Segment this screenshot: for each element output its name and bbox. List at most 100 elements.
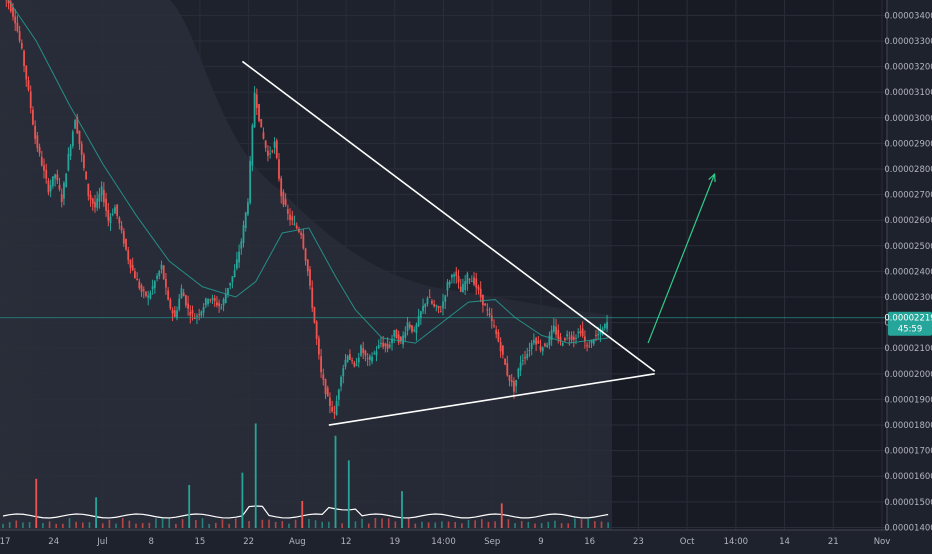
- price-tick-label: 0.00003200: [884, 63, 932, 73]
- candle-body: [382, 342, 385, 347]
- candle-body: [184, 295, 187, 306]
- time-tick-label: 8: [148, 537, 153, 547]
- candle-body: [313, 307, 316, 323]
- candle-body: [102, 189, 105, 203]
- candle-body: [278, 159, 280, 179]
- candle-body: [537, 340, 540, 344]
- candle-body: [530, 342, 533, 349]
- volume-bar: [274, 521, 277, 528]
- drawings-layer[interactable]: [241, 60, 716, 426]
- candle-body: [193, 317, 196, 319]
- candle-body: [89, 194, 92, 200]
- candle-body: [579, 330, 582, 334]
- volume-bar: [367, 523, 370, 528]
- candlesticks: [5, 0, 608, 419]
- volume-spike: [254, 423, 257, 528]
- candle-body: [247, 202, 249, 215]
- time-tick-label: Aug: [289, 537, 306, 547]
- volume-bar: [607, 522, 609, 528]
- candle-body: [196, 315, 198, 317]
- candle-body: [187, 303, 189, 309]
- volume-bar: [28, 522, 31, 528]
- candle-body: [87, 183, 90, 196]
- volume-bar: [527, 521, 530, 528]
- volume-bar: [281, 521, 284, 528]
- candle-body: [317, 338, 320, 355]
- candle-body: [142, 289, 145, 291]
- candle-body: [273, 141, 276, 148]
- volume-bar: [121, 518, 124, 528]
- time-axis-ticks: 17 24 Jul 8 15 22 Aug 12 19 14:00 Sep 9 16 23 Oct 14:00…: [0, 537, 890, 547]
- candle-body: [16, 22, 19, 32]
- volume-bar: [115, 523, 117, 528]
- time-axis[interactable]: [0, 530, 932, 550]
- candle-body: [244, 212, 247, 229]
- price-tick-label: 0.00001700: [884, 447, 932, 457]
- candle-body: [424, 303, 427, 308]
- candle-body: [282, 191, 285, 205]
- candle-body: [603, 324, 606, 329]
- candle-body: [561, 343, 564, 346]
- candle-body: [229, 282, 232, 286]
- candle-body: [275, 140, 278, 158]
- volume-bar: [228, 523, 230, 528]
- volume-bar: [148, 522, 151, 528]
- last-price-value: 0.00002219: [884, 314, 932, 324]
- time-tick-label: 23: [633, 537, 644, 547]
- candle-body: [446, 282, 449, 291]
- candle-body: [326, 387, 329, 397]
- candle-body: [384, 343, 387, 347]
- candle-body: [362, 348, 365, 354]
- volume-bar: [574, 518, 576, 528]
- time-tick-label: 21: [828, 537, 839, 547]
- price-tick-label: 0.00001500: [884, 498, 932, 508]
- candle-body: [20, 43, 23, 49]
- candle-body: [85, 171, 88, 180]
- candle-body: [125, 239, 127, 250]
- candle-body: [606, 321, 608, 329]
- upper-trendline: [241, 60, 656, 372]
- candle-body: [548, 335, 551, 346]
- price-axis[interactable]: [887, 0, 932, 550]
- candle-body: [364, 350, 367, 356]
- candle-body: [300, 232, 303, 236]
- candle-body: [413, 329, 416, 331]
- candle-body: [218, 303, 221, 306]
- candle-body: [371, 356, 373, 362]
- candle-body: [519, 362, 522, 371]
- candle-body: [147, 295, 150, 298]
- candle-body: [322, 374, 325, 380]
- candle-body: [74, 120, 76, 129]
- bar-countdown: 45:59: [898, 325, 923, 335]
- forecast-arrow-head: [708, 172, 716, 183]
- candle-body: [342, 368, 345, 377]
- candle-body: [395, 329, 398, 339]
- candle-body: [431, 300, 433, 304]
- candle-body: [138, 281, 141, 289]
- volume-bar: [175, 523, 177, 528]
- price-tick-label: 0.00001900: [884, 395, 932, 405]
- forecast-arrow-line: [647, 173, 716, 344]
- candle-body: [495, 329, 498, 335]
- candle-body: [575, 337, 577, 339]
- candle-body: [557, 329, 560, 340]
- candle-body: [448, 281, 451, 285]
- candle-body: [12, 7, 14, 17]
- candle-body: [96, 198, 99, 208]
- volume-bar: [42, 523, 44, 528]
- candle-body: [559, 336, 562, 342]
- candle-body: [213, 297, 216, 302]
- volume-bar: [481, 519, 483, 528]
- volume-bar: [407, 518, 410, 528]
- candle-body: [402, 335, 405, 345]
- candle-body: [191, 310, 194, 314]
- candle-body: [109, 216, 112, 224]
- candle-body: [521, 360, 524, 362]
- candle-body: [69, 146, 72, 157]
- time-tick-label: Oct: [680, 537, 695, 547]
- volume-bar: [454, 522, 456, 528]
- candle-body: [386, 343, 389, 349]
- candle-body: [100, 186, 103, 196]
